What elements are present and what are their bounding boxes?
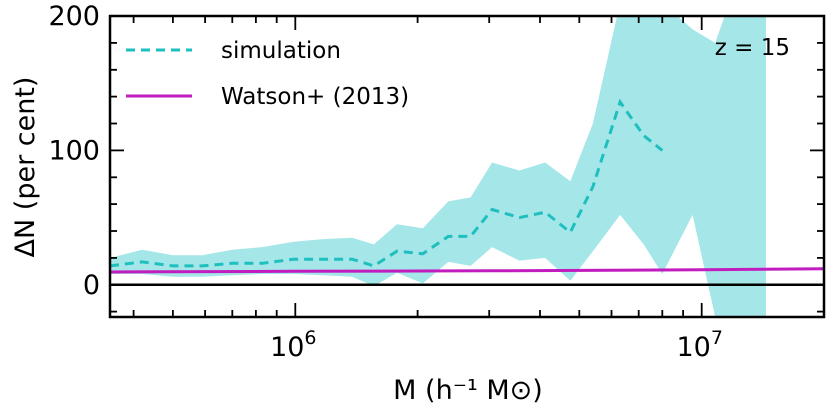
x-tick-labels: 106 107	[270, 327, 723, 363]
plot-frame	[108, 14, 826, 319]
x-axis-label: M (h⁻¹ M⊙)	[393, 375, 543, 406]
redshift-annotation: z = 15	[715, 35, 790, 61]
y-tick-labels: 0 100 200	[48, 1, 100, 301]
x-tick-label: 107	[676, 327, 722, 363]
simulation-line	[110, 98, 664, 268]
simulation-uncertainty-band	[110, 16, 766, 317]
legend-watson-label: Watson+ (2013)	[221, 84, 409, 110]
watson-2013-line	[110, 267, 824, 274]
x-tick-label: 106	[270, 327, 316, 363]
y-tick-label: 0	[83, 270, 100, 301]
y-tick-label: 100	[48, 135, 100, 166]
y-tick-label: 200	[48, 1, 100, 32]
y-axis-label: ΔN (per cent)	[10, 77, 41, 258]
legend: simulation Watson+ (2013)	[126, 38, 409, 110]
legend-simulation-label: simulation	[221, 38, 341, 64]
